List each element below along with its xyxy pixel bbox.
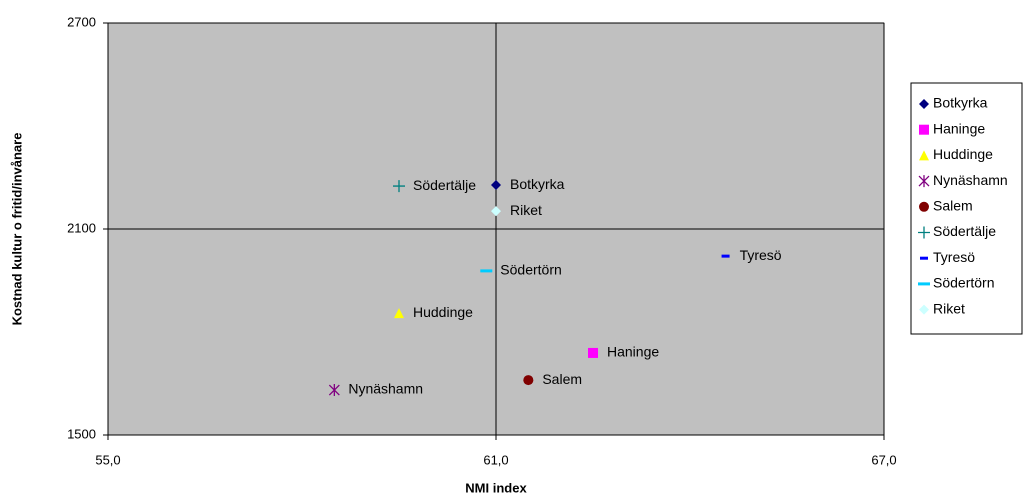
marker [588,347,598,358]
legend-marker [919,304,929,315]
marker [523,375,534,386]
y-tick-label: 2700 [67,14,96,29]
legend-label: Nynäshamn [933,172,1008,188]
data-label: Södertörn [500,262,561,278]
marker [394,308,404,319]
x-tick-label: 55,0 [95,452,120,467]
legend-label: Riket [933,300,965,316]
x-tick-label: 67,0 [871,452,896,467]
legend-box [910,82,1023,335]
marker [721,254,730,258]
data-label: Huddinge [413,304,473,320]
marker [491,180,501,191]
legend-label: Södertörn [933,275,994,291]
legend-marker [919,124,929,135]
legend-label: Salem [933,198,973,214]
legend-marker [919,150,929,161]
legend-marker [919,99,929,109]
legend-marker [918,226,930,239]
legend-marker [918,175,930,188]
legend-marker [918,282,930,286]
x-axis-title: NMI index [465,480,527,495]
data-label: Haninge [607,344,659,360]
marker [328,384,340,397]
data-label: Salem [542,371,582,387]
data-label: Södertälje [413,177,476,193]
legend-label: Tyresö [933,249,975,265]
legend-label: Huddinge [933,146,993,162]
data-label: Nynäshamn [348,381,423,397]
data-label: Tyresö [740,247,782,263]
legend-label: Södertälje [933,223,996,239]
y-tick-label: 1500 [67,426,96,441]
legend-marker [920,256,928,260]
legend-label: Botkyrka [933,95,988,111]
legend-label: Haninge [933,120,985,136]
data-label: Riket [510,202,542,218]
legend-marker [919,201,929,212]
marker [393,180,405,193]
y-tick-label: 2100 [67,220,96,235]
marker [491,206,501,217]
x-tick-label: 61,0 [483,452,508,467]
y-axis-title: Kostnad kultur o fritid/invånare [9,133,24,326]
data-label: Botkyrka [510,176,565,192]
marker [480,269,493,273]
